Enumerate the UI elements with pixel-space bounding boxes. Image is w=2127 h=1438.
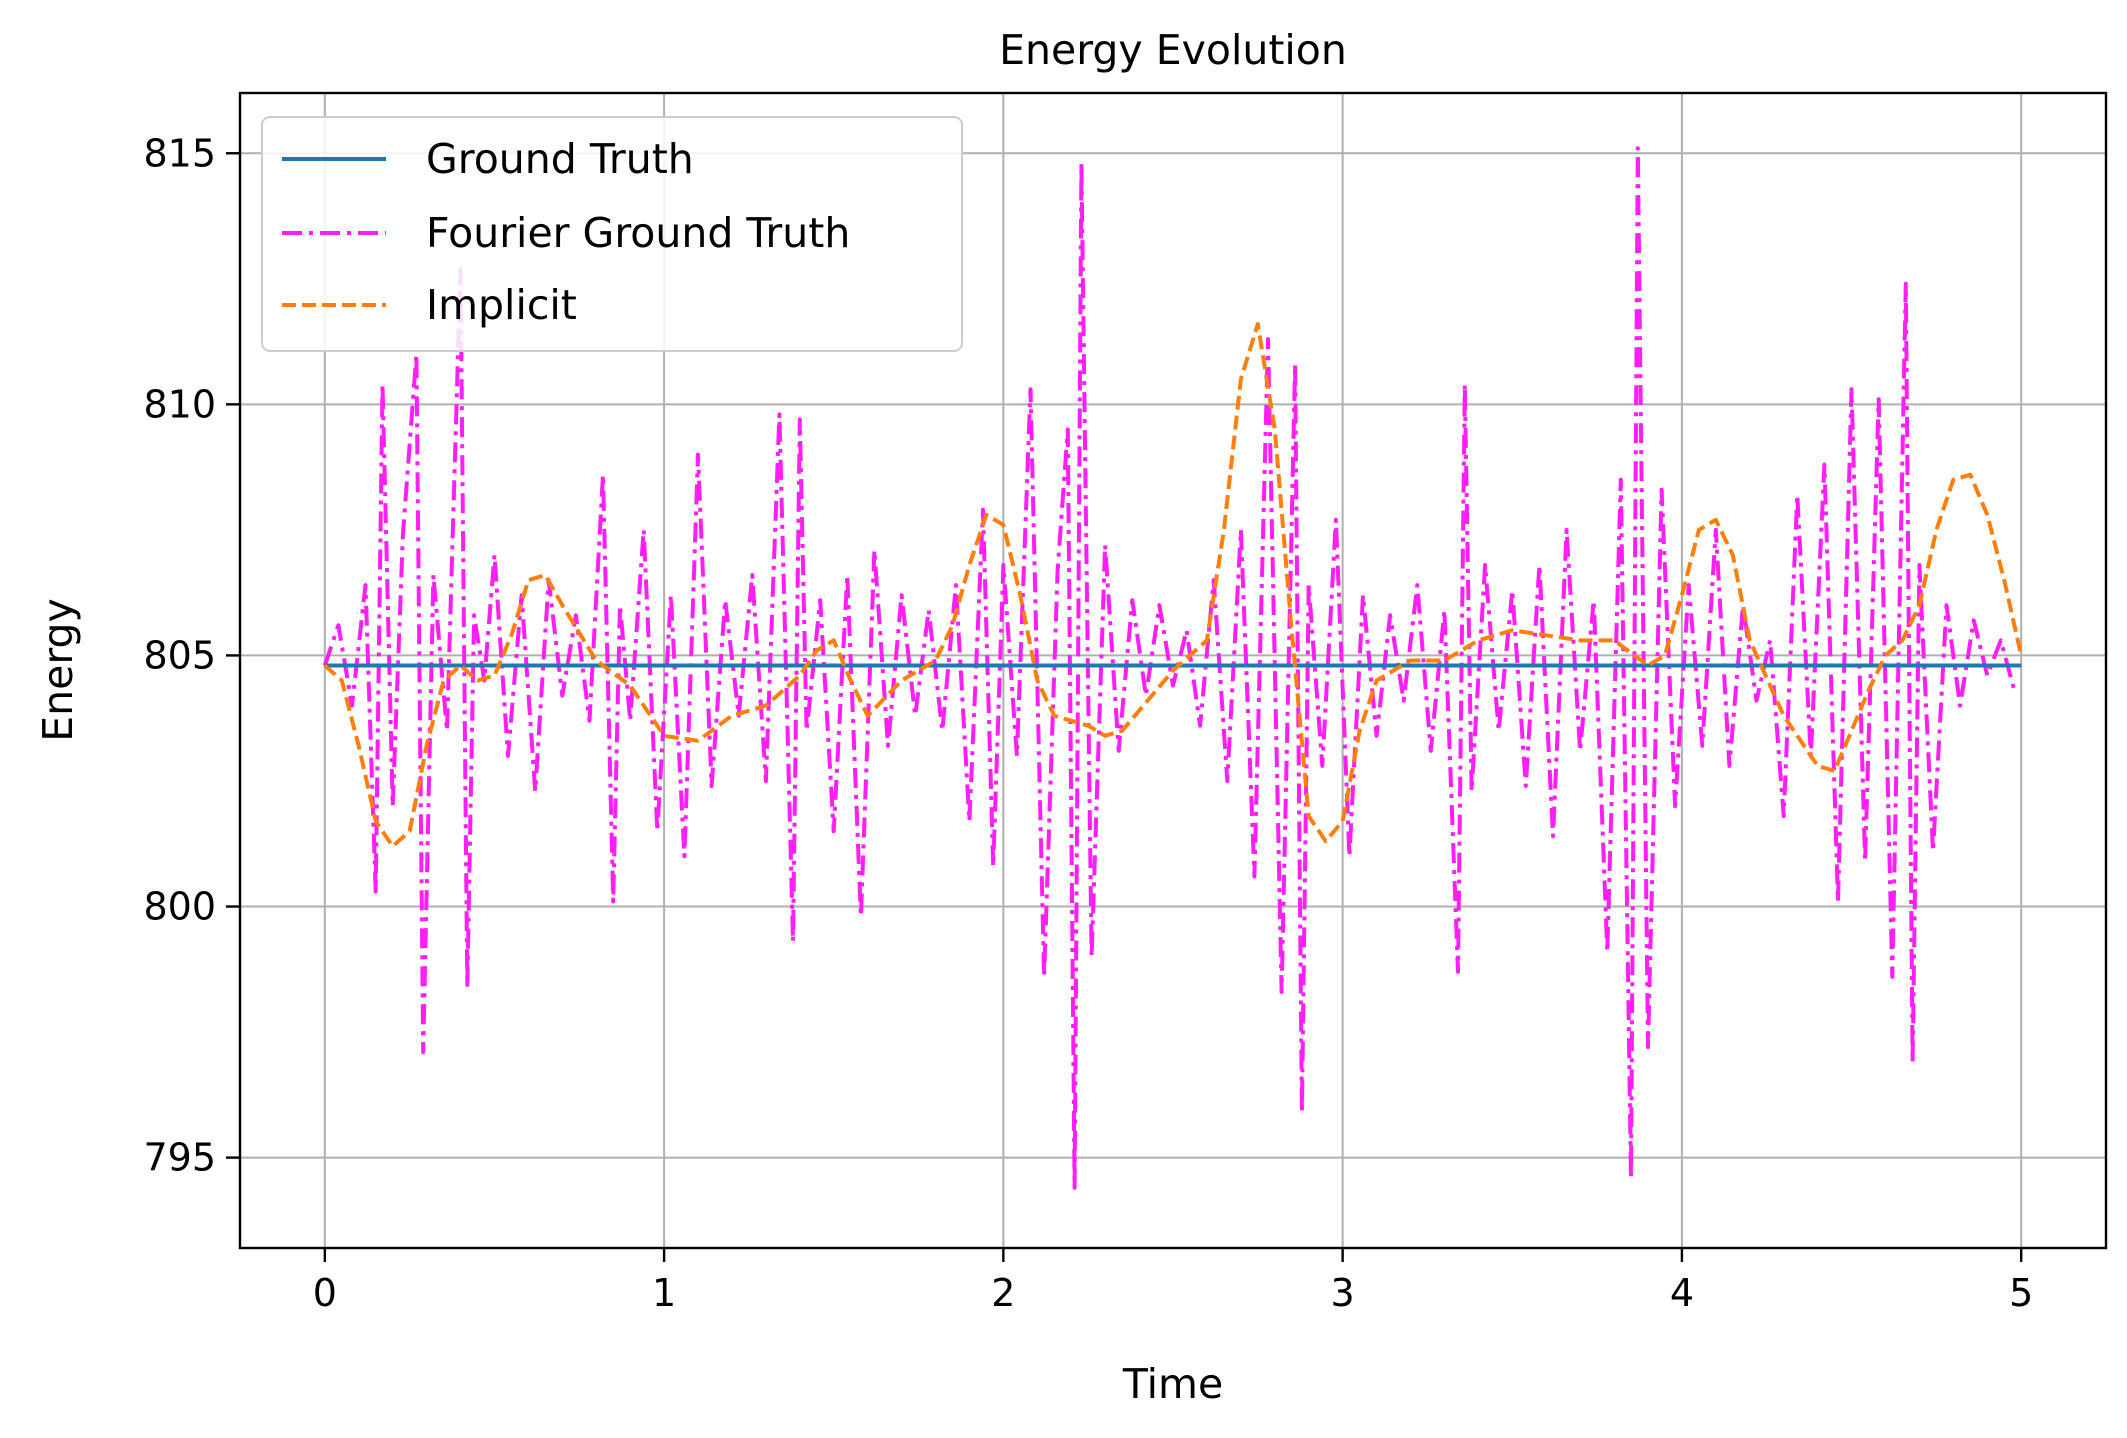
axis-ticks: 0 1 2 3 4 5 795 800 805 810 815 bbox=[143, 131, 2033, 1315]
y-axis-title: Energy bbox=[34, 598, 82, 742]
chart-title: Energy Evolution bbox=[999, 26, 1347, 74]
x-tick-label-5: 5 bbox=[2009, 1271, 2033, 1315]
x-axis-title: Time bbox=[1122, 1360, 1223, 1408]
y-tick-label-0: 795 bbox=[143, 1136, 216, 1180]
y-tick-label-4: 815 bbox=[143, 131, 216, 175]
grid-lines bbox=[240, 93, 2106, 1248]
y-tick-label-2: 805 bbox=[143, 633, 216, 677]
legend-box bbox=[261, 116, 963, 352]
legend-label-ground-truth: Ground Truth bbox=[426, 135, 694, 183]
legend-label-fourier-ground-truth: Fourier Ground Truth bbox=[426, 209, 850, 257]
series-line-implicit bbox=[323, 322, 2024, 849]
series-line-fourier-ground-truth bbox=[322, 146, 2017, 1190]
x-tick-label-2: 2 bbox=[991, 1271, 1015, 1315]
plot-frame bbox=[238, 91, 2108, 1250]
y-tick-label-3: 810 bbox=[143, 382, 216, 426]
x-tick-label-0: 0 bbox=[313, 1271, 337, 1315]
x-tick-label-1: 1 bbox=[652, 1271, 676, 1315]
legend-label-implicit: Implicit bbox=[426, 281, 577, 329]
y-tick-label-1: 800 bbox=[143, 885, 216, 929]
x-tick-label-4: 4 bbox=[1670, 1271, 1694, 1315]
series-layer bbox=[322, 146, 2024, 1190]
legend: Ground Truth Fourier Ground Truth Implic… bbox=[261, 116, 963, 352]
x-tick-label-3: 3 bbox=[1331, 1271, 1355, 1315]
